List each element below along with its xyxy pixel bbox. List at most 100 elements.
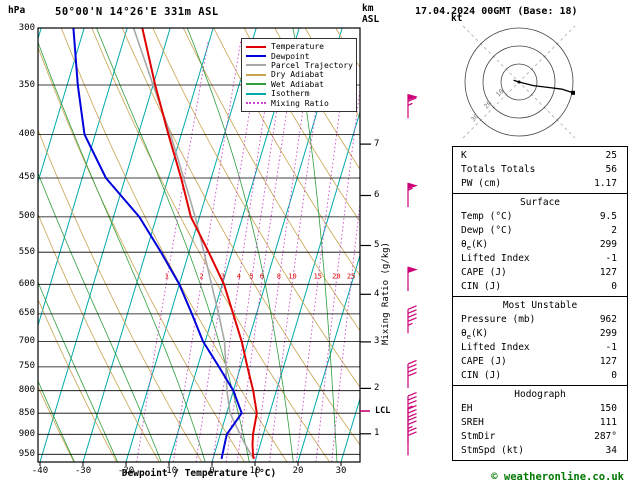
- dry-adiabat-line: [38, 385, 75, 462]
- panel-section-title: Hodograph: [514, 389, 566, 400]
- isotherm-line: [125, 28, 257, 462]
- panel-row-value: -1: [605, 253, 617, 264]
- mixing-ratio-axis-title: Mixing Ratio (g/kg): [381, 242, 391, 345]
- altitude-unit-km: km: [362, 3, 374, 14]
- dry-adiabat-line: [91, 28, 331, 462]
- panel-row-label: Totals Totals: [461, 164, 536, 175]
- dry-adiabat-line: [274, 28, 360, 171]
- legend-item: Isotherm: [246, 89, 352, 98]
- hodograph-ring: [482, 45, 556, 119]
- wet-adiabat-line: [186, 28, 294, 462]
- isotherm-line: [38, 28, 128, 328]
- legend-item: Dry Adiabat: [246, 70, 352, 79]
- panel-row: Temp (°C) 9.5: [453, 210, 627, 224]
- panel-row-value: 9.5: [599, 211, 617, 222]
- wind-barb: [407, 427, 417, 456]
- wet-adiabat-line: [96, 28, 250, 462]
- pressure-tick-label: 850: [18, 407, 35, 418]
- pressure-tick-label: 600: [18, 278, 35, 289]
- panel-row: StmDir 287°: [453, 430, 627, 444]
- legend-item-label: Dewpoint: [271, 51, 310, 61]
- panel-row-value: 299: [599, 239, 617, 250]
- panel-row-value: -1: [605, 342, 617, 353]
- dry-adiabat-line: [38, 298, 117, 462]
- mixing-ratio-line: [172, 40, 242, 462]
- mixing-ratio-line: [136, 40, 209, 462]
- mixing-ratio-line: [254, 40, 314, 462]
- dry-adiabat-line: [152, 28, 360, 388]
- mixing-ratio-line: [331, 200, 360, 462]
- legend-line-sample-icon: [246, 45, 266, 48]
- temperature-tick-label: -20: [117, 466, 135, 476]
- pressure-tick-label: 950: [18, 448, 35, 459]
- parcel-trajectory-line: [132, 28, 255, 460]
- wind-barb: [407, 359, 417, 388]
- mixing-ratio-value-label: 8: [277, 272, 281, 280]
- panel-row: PW (cm) 1.17: [453, 177, 627, 191]
- pressure-tick-label: 300: [18, 22, 35, 33]
- legend-line-sample-icon: [246, 73, 266, 76]
- panel-row-label: θe(K): [461, 328, 489, 341]
- pressure-tick-label: 700: [18, 335, 35, 346]
- temperature-line: [141, 28, 258, 460]
- panel-row-label: CIN (J): [461, 281, 502, 292]
- mixing-ratio-line: [295, 40, 350, 462]
- legend-item-label: Temperature: [271, 42, 324, 52]
- wet-adiabat-line: [38, 281, 119, 462]
- wet-adiabat-line: [38, 41, 206, 462]
- panel-section-indices: K 25 Totals Totals 56 PW (cm) 1.17: [452, 146, 628, 194]
- pressure-axis-unit: hPa: [8, 5, 26, 16]
- panel-row: Totals Totals 56: [453, 163, 627, 177]
- panel-row-label: Lifted Index: [461, 342, 530, 353]
- panel-row: EH 150: [453, 402, 627, 416]
- hodograph-ring: [464, 27, 574, 137]
- panel-row-value: 962: [599, 314, 617, 325]
- panel-row-value: 56: [605, 164, 617, 175]
- legend-item-label: Mixing Ratio: [271, 98, 329, 108]
- panel-row-label: Lifted Index: [461, 253, 530, 264]
- legend-item: Temperature: [246, 42, 352, 51]
- panel-row-label: EH: [461, 403, 473, 414]
- temperature-tick-label: 20: [292, 466, 304, 476]
- panel-row-label: StmSpd (kt): [461, 445, 524, 456]
- wind-barb: [407, 182, 418, 208]
- panel-row: Dewp (°C) 2: [453, 224, 627, 238]
- wind-barb: [407, 392, 417, 421]
- wind-barb: [407, 93, 418, 119]
- legend-line-sample-icon: [246, 55, 266, 58]
- hodograph-trace: [513, 79, 574, 94]
- mixing-ratio-value-label: 10: [288, 272, 296, 280]
- mixing-ratio-value-label: 2: [199, 272, 203, 280]
- panel-row-value: 25: [605, 150, 617, 161]
- dry-adiabat-line: [38, 46, 245, 462]
- panel-section-most_unstable: Most Unstable Pressure (mb) 962 θe(K) 299 Lif…: [452, 296, 628, 386]
- dry-adiabat-line: [60, 28, 288, 462]
- panel-row: SREH 111: [453, 416, 627, 430]
- dry-adiabat-line: [38, 212, 160, 462]
- panel-section-hodograph: Hodograph EH 150 SREH 111 StmDir 287° StmSpd (k…: [452, 385, 628, 461]
- pressure-tick-label: 650: [18, 308, 35, 319]
- panel-row-label: Temp (°C): [461, 211, 513, 222]
- panel-section-surface: Surface Temp (°C) 9.5 Dewp (°C) 2 θe(K) 299 Lif…: [452, 193, 628, 297]
- legend-item: Parcel Trajectory: [246, 61, 353, 70]
- isotherm-line: [38, 28, 85, 184]
- panel-row: Pressure (mb) 962: [453, 313, 627, 327]
- legend-item: Mixing Ratio: [246, 98, 352, 108]
- panel-row-value: 287°: [594, 431, 617, 442]
- mixing-ratio-line: [212, 40, 277, 462]
- panel-row-label: SREH: [461, 417, 484, 428]
- mixing-ratio-line: [315, 86, 360, 462]
- km-tick-label: 3: [374, 336, 380, 347]
- panel-row-label: Pressure (mb): [461, 314, 536, 325]
- mixing-ratio-value-label: 6: [260, 272, 264, 280]
- chart-legend: Temperature Dewpoint Parcel Trajectory Dry …: [241, 38, 357, 112]
- panel-row-label: CAPE (J): [461, 267, 507, 278]
- wet-adiabat-line: [38, 171, 162, 462]
- dry-adiabat-line: [0, 28, 31, 462]
- isotherm-line: [82, 28, 214, 462]
- mixing-ratio-value-label: 4: [237, 272, 241, 280]
- temperature-tick-label: 10: [249, 466, 261, 476]
- panel-row: Lifted Index -1: [453, 252, 627, 266]
- pressure-tick-label: 450: [18, 172, 35, 183]
